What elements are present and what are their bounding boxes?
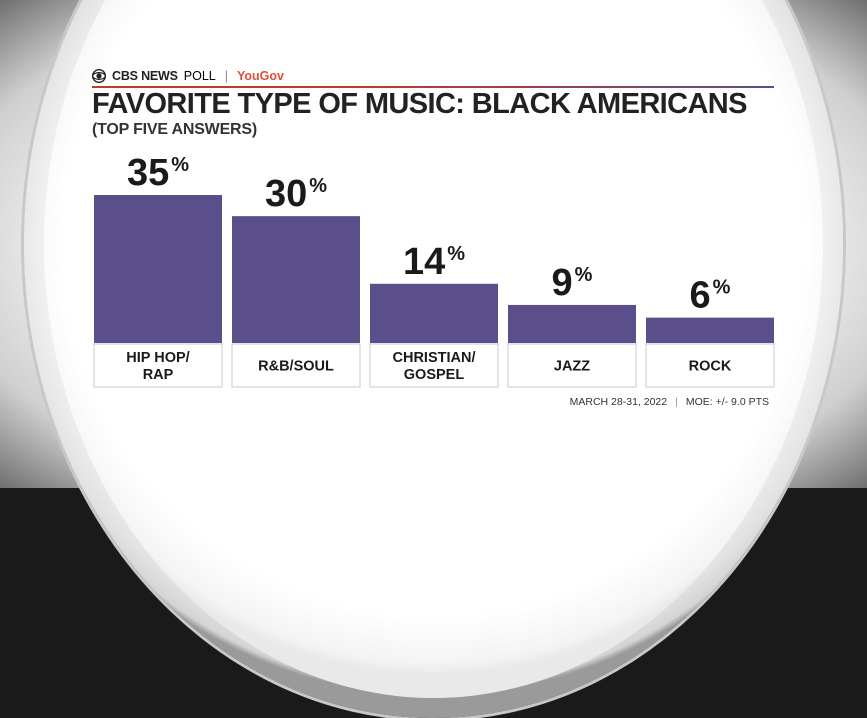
category-label-line: RAP bbox=[143, 367, 174, 383]
category-box bbox=[93, 343, 223, 388]
brand-header: CBS NEWS POLL | YouGov bbox=[92, 68, 284, 84]
category-label-line: HIP HOP/ bbox=[126, 350, 189, 366]
bar-value-unit: % bbox=[171, 154, 189, 176]
bar bbox=[646, 317, 774, 343]
footer-moe: MOE: +/- 9.0 PTS bbox=[685, 396, 769, 408]
bar bbox=[232, 216, 360, 343]
category-box bbox=[507, 343, 637, 388]
category-box bbox=[645, 343, 775, 388]
brand-separator: | bbox=[224, 69, 228, 83]
bar-value-number: 14 bbox=[403, 241, 445, 283]
bar-value-unit: % bbox=[575, 264, 593, 286]
header-rule bbox=[92, 86, 774, 88]
footer-separator: | bbox=[675, 396, 678, 408]
brand-cbs-news: CBS NEWS bbox=[112, 69, 178, 83]
footer-date: MARCH 28-31, 2022 bbox=[569, 396, 668, 408]
chart-subtitle: (TOP FIVE ANSWERS) bbox=[92, 121, 258, 138]
category-label-line: R&B/SOUL bbox=[258, 359, 334, 375]
brand-poll: POLL bbox=[183, 69, 216, 83]
footer: MARCH 28-31, 2022 | MOE: +/- 9.0 PTS bbox=[570, 396, 769, 408]
cbs-eye-icon bbox=[92, 69, 106, 83]
bar bbox=[370, 283, 498, 343]
bar-value-number: 30 bbox=[265, 173, 307, 215]
category-label-line: GOSPEL bbox=[404, 367, 465, 383]
bar-value-label: 30% bbox=[265, 173, 327, 215]
bar-value-label: 35% bbox=[127, 152, 189, 194]
bar-value-number: 35 bbox=[127, 152, 169, 194]
bar bbox=[94, 195, 222, 343]
brand-yougov: YouGov bbox=[236, 69, 284, 83]
category-label: JAZZ bbox=[554, 359, 590, 375]
category-label-line: ROCK bbox=[689, 359, 732, 375]
category-box bbox=[231, 343, 361, 388]
chart-title: FAVORITE TYPE OF MUSIC: BLACK AMERICANS bbox=[92, 88, 747, 120]
category-box bbox=[369, 343, 499, 388]
bar-value-unit: % bbox=[309, 175, 327, 197]
bar-value-label: 6% bbox=[690, 275, 731, 317]
bar-chart: 35 % HIP HOP/RAP 30 % R&B/SOUL 14 % CHRISTIAN/GO… bbox=[93, 152, 775, 388]
category-label-line: CHRISTIAN/ bbox=[393, 350, 476, 366]
bar bbox=[508, 304, 636, 343]
category-label: ROCK bbox=[689, 359, 732, 375]
category-label-line: JAZZ bbox=[554, 359, 590, 375]
bar-value-unit: % bbox=[713, 277, 731, 299]
category-label: R&B/SOUL bbox=[258, 359, 334, 375]
bar-value-label: 9% bbox=[552, 262, 593, 304]
bar-value-number: 6 bbox=[690, 275, 711, 317]
bar-value-number: 9 bbox=[552, 262, 573, 304]
category-label: CHRISTIAN/GOSPEL bbox=[393, 350, 476, 383]
bar-value-unit: % bbox=[447, 243, 465, 265]
category-label: HIP HOP/RAP bbox=[126, 350, 189, 383]
bar-value-label: 14% bbox=[403, 241, 465, 283]
